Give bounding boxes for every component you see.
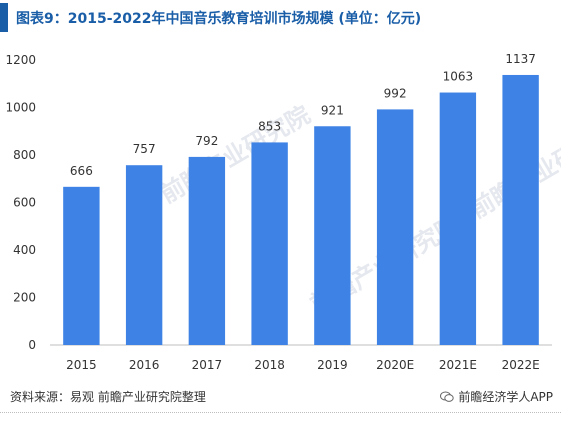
x-tick-label: 2022E: [502, 358, 540, 372]
y-tick-label: 0: [28, 338, 36, 352]
y-tick-label: 1200: [5, 53, 36, 67]
y-tick-label: 400: [13, 243, 36, 257]
bar-value-label: 1137: [505, 52, 536, 66]
wechat-tag: 前瞻经济学人APP: [440, 388, 553, 405]
wechat-icon: [440, 391, 455, 402]
bar: [376, 109, 414, 346]
x-tick-label: 2021E: [439, 358, 477, 372]
bar: [125, 165, 163, 345]
bar: [314, 126, 351, 345]
bar-value-label: 921: [321, 103, 344, 117]
x-tick-label: 2017: [192, 358, 223, 372]
x-tick-label: 2019: [317, 358, 348, 372]
bar: [251, 142, 288, 345]
wechat-label: 前瞻经济学人APP: [458, 390, 553, 404]
y-tick-label: 600: [13, 196, 36, 210]
y-tick-label: 800: [13, 148, 36, 162]
bar-value-label: 1063: [443, 70, 474, 84]
bar: [188, 156, 226, 345]
y-tick-label: 200: [13, 291, 36, 305]
bar: [502, 74, 539, 346]
footer-divider: [0, 412, 561, 413]
title-accent: [0, 3, 8, 32]
chart-title: 图表9：2015-2022年中国音乐教育培训市场规模 (单位：亿元): [16, 10, 422, 27]
bar-value-label: 666: [70, 164, 93, 178]
x-tick-label: 2020E: [376, 358, 414, 372]
bar-value-label: 992: [384, 86, 407, 100]
x-tick-label: 2018: [254, 358, 285, 372]
chart-plot-area: 0 200 400 600 800 1000 1200 666 2015 757 2016 792 20…: [5, 52, 552, 372]
bar-value-label: 792: [195, 134, 218, 148]
bar-value-label: 757: [133, 142, 156, 156]
bar: [439, 92, 477, 345]
x-tick-label: 2015: [66, 358, 97, 372]
y-tick-label: 1000: [5, 101, 36, 115]
source-note: 资料来源：易观 前瞻产业研究院整理: [10, 390, 206, 404]
title-bar: 图表9：2015-2022年中国音乐教育培训市场规模 (单位：亿元): [0, 3, 561, 32]
bar: [63, 186, 100, 345]
x-tick-label: 2016: [129, 358, 160, 372]
bar-value-label: 853: [258, 119, 281, 133]
